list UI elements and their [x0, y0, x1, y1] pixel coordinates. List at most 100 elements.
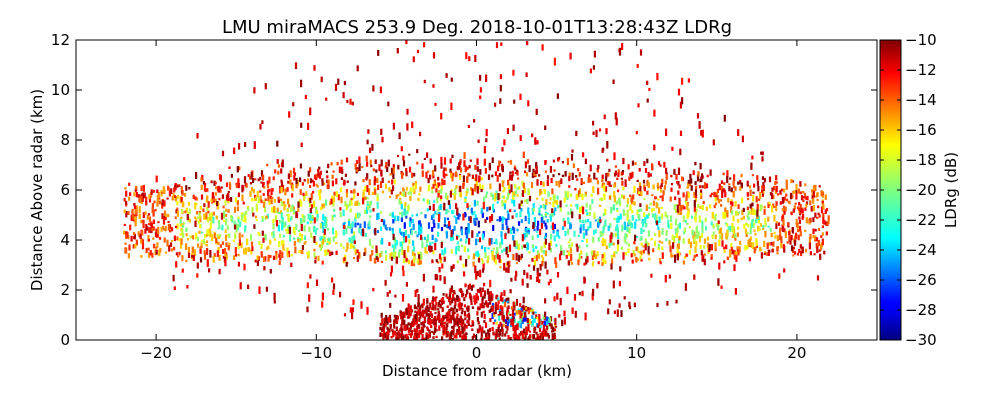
ldr-cell: [273, 300, 276, 304]
ldr-cell: [279, 220, 282, 224]
ldr-cell: [156, 189, 159, 194]
ldr-cell: [440, 298, 443, 302]
ldr-cell: [465, 307, 469, 311]
ldr-cell: [476, 166, 479, 172]
ldr-cell: [319, 236, 322, 241]
ldr-cell: [733, 255, 736, 260]
ldr-cell: [733, 174, 736, 181]
ldr-cell: [479, 87, 482, 93]
ldr-cell: [536, 197, 539, 200]
ldr-cell: [693, 192, 696, 198]
ldr-cell: [395, 256, 398, 264]
ldr-cell: [595, 177, 598, 180]
ldr-cell: [279, 250, 282, 255]
ldr-cell: [501, 223, 504, 230]
ldr-cell: [631, 259, 634, 264]
ldr-cell: [415, 319, 418, 325]
ldr-cell: [812, 190, 815, 198]
ldr-cell: [471, 188, 474, 196]
ldr-cell: [683, 206, 686, 210]
ldr-cell: [383, 324, 386, 329]
ldr-cell: [369, 200, 372, 206]
ldr-cell: [478, 329, 481, 333]
ldr-cell: [409, 191, 412, 196]
ldr-cell: [741, 135, 744, 143]
ldr-cell: [644, 238, 647, 245]
ldr-cell: [433, 200, 436, 203]
ldr-cell: [536, 272, 539, 280]
ldr-cell: [265, 286, 268, 292]
ldr-cell: [746, 206, 749, 211]
ldr-cell: [128, 182, 131, 186]
ldr-cell: [379, 326, 382, 331]
ldr-cell: [749, 236, 752, 241]
ldr-cell: [204, 182, 207, 187]
ldr-cell: [623, 221, 626, 226]
ldr-cell: [470, 324, 473, 327]
ldr-cell: [563, 310, 566, 317]
ldr-cell: [368, 220, 371, 227]
y-tick-label-2: 4: [60, 231, 70, 249]
ldr-cell: [350, 190, 353, 194]
ldr-cell: [203, 184, 206, 192]
ldr-cell: [648, 257, 651, 261]
ldr-cell: [747, 223, 750, 228]
ldr-cell: [380, 312, 383, 318]
ldr-cell: [827, 215, 830, 221]
ldr-cell: [156, 242, 159, 249]
ldr-cell: [814, 228, 817, 232]
ldr-cell: [247, 174, 250, 177]
ldr-cell: [316, 175, 319, 178]
ldr-cell: [723, 114, 726, 122]
ldr-cell: [445, 327, 448, 331]
ldr-cell: [221, 224, 224, 231]
ldr-cell: [693, 199, 696, 208]
ldr-cell: [625, 241, 628, 245]
ldr-cell: [301, 214, 304, 218]
ldr-cell: [365, 177, 368, 181]
ldr-cell: [526, 283, 529, 288]
ldr-cell: [817, 227, 821, 231]
ldr-cell: [527, 217, 530, 225]
ldr-cell: [472, 261, 475, 267]
ldr-cell: [384, 323, 387, 327]
ldr-cell: [739, 186, 742, 191]
ldr-cell: [358, 163, 361, 172]
ldr-cell: [410, 332, 413, 338]
ldr-cell: [726, 229, 729, 237]
ldr-cell: [458, 288, 461, 292]
ldr-cell: [538, 174, 541, 177]
ldr-cell: [731, 235, 734, 239]
ldr-cell: [175, 209, 178, 214]
ldr-cell: [468, 216, 471, 221]
ldr-cell: [494, 192, 497, 199]
ldr-cell: [540, 217, 543, 223]
ldr-cell: [401, 316, 404, 322]
ldr-cell: [209, 217, 212, 221]
ldr-cell: [262, 174, 265, 181]
ldr-cell: [168, 245, 171, 252]
ldr-cell: [353, 256, 356, 260]
ldr-cell: [643, 161, 646, 166]
ldr-cell: [723, 260, 726, 264]
ldr-cell: [316, 185, 319, 188]
ldr-cell: [327, 163, 330, 169]
ldr-cell: [423, 157, 426, 160]
ldr-cell: [567, 191, 570, 198]
ldr-cell: [451, 311, 454, 317]
ldr-cell: [538, 337, 541, 340]
ldr-cell: [526, 199, 529, 204]
ldr-cell: [455, 247, 458, 255]
ldr-cell: [579, 193, 582, 197]
ldr-cell: [318, 244, 321, 248]
ldr-cell: [465, 239, 468, 244]
ldr-cell: [795, 190, 798, 194]
ldr-cell: [421, 163, 424, 170]
ldr-cell: [417, 251, 420, 256]
ldr-cell: [629, 204, 632, 211]
ldr-cell: [223, 248, 227, 254]
ldr-cell: [376, 193, 379, 198]
ldr-cell: [405, 168, 408, 172]
ldr-cell: [523, 328, 526, 333]
ldr-cell: [463, 152, 466, 159]
